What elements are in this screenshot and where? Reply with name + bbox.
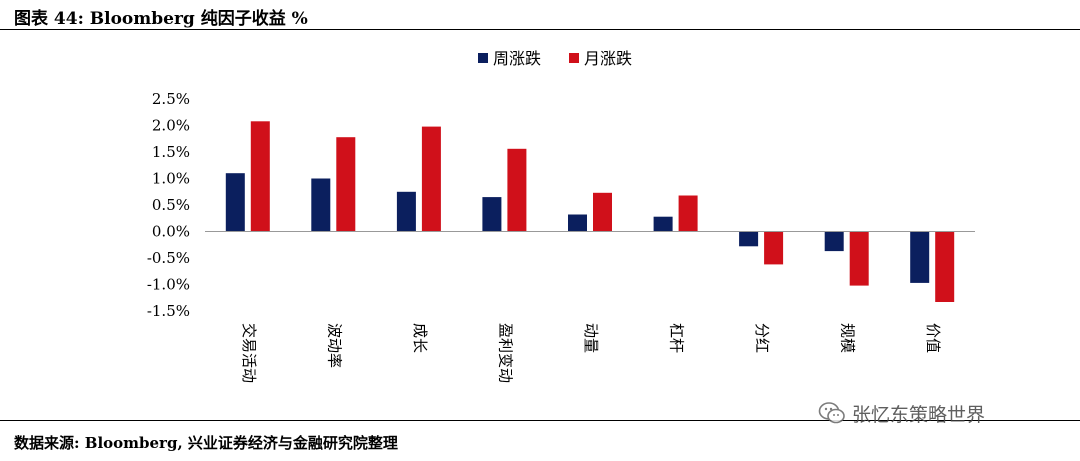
y-axis: 2.5% 2.0% 1.5% 1.0% 0.5% 0.0% -0.5% -1.0% -1.5% (147, 90, 190, 320)
bar-weekly-1 (311, 178, 331, 232)
bar-weekly-5 (653, 216, 673, 232)
watermark: 张忆东策略世界 (818, 398, 985, 428)
y-tick-label: -1.0% (147, 276, 190, 294)
x-category-label: 成长 (411, 323, 429, 353)
x-category-label: 规模 (839, 323, 857, 353)
y-tick-label: 0.5% (152, 196, 190, 214)
legend-label-weekly: 周涨跌 (493, 49, 541, 68)
bar-weekly-4 (568, 214, 587, 232)
y-tick-label: 2.0% (152, 117, 190, 135)
top-divider (0, 29, 1080, 30)
bar-monthly-8 (935, 231, 955, 302)
legend: 周涨跌 月涨跌 (478, 49, 632, 68)
wechat-icon (818, 402, 845, 424)
y-tick-label: -1.5% (147, 302, 190, 320)
bar-monthly-3 (507, 148, 527, 232)
watermark-text: 张忆东策略世界 (852, 403, 986, 426)
chart-title: 图表 44: Bloomberg 纯因子收益 % (14, 9, 308, 29)
legend-label-monthly: 月涨跌 (584, 49, 632, 68)
bar-weekly-2 (396, 191, 416, 232)
y-tick-label: 0.0% (152, 223, 190, 241)
bar-monthly-7 (849, 231, 869, 286)
bar-weekly-8 (910, 231, 930, 283)
legend-swatch-monthly (569, 53, 579, 63)
bar-monthly-2 (421, 126, 441, 232)
legend-swatch-weekly (478, 53, 488, 63)
y-tick-label: 1.5% (152, 143, 190, 161)
bar-monthly-5 (678, 195, 698, 232)
bar-weekly-0 (225, 173, 245, 232)
y-tick-label: -0.5% (147, 249, 190, 267)
x-category-label: 动量 (582, 323, 600, 353)
bottom-divider (0, 420, 1080, 421)
bar-monthly-4 (593, 192, 612, 232)
x-category-label: 杠杆 (668, 323, 686, 353)
bars (225, 121, 955, 302)
bar-monthly-6 (764, 231, 784, 265)
data-source: 数据来源: Bloomberg, 兴业证券经济与金融研究院整理 (14, 434, 398, 452)
bar-chart: 周涨跌 月涨跌 2.5% 2.0% 1.5% 1.0% 0.5% 0.0% -0.5% -1.0… (147, 49, 975, 383)
x-category-label: 交易活动 (240, 323, 258, 383)
x-category-label: 分红 (753, 323, 771, 353)
bar-monthly-0 (250, 121, 270, 232)
x-category-label: 盈利变动 (496, 323, 514, 383)
x-category-label: 波动率 (325, 323, 343, 368)
y-tick-label: 1.0% (152, 170, 190, 188)
bar-monthly-1 (336, 137, 356, 232)
bar-weekly-7 (824, 231, 844, 252)
x-category-label: 价值 (924, 323, 942, 353)
y-tick-label: 2.5% (152, 90, 190, 108)
x-axis: 交易活动 波动率 成长 盈利变动 动量 杠杆 分红 规模 价值 (205, 231, 975, 383)
bar-weekly-3 (482, 197, 502, 232)
bar-weekly-6 (739, 231, 759, 247)
